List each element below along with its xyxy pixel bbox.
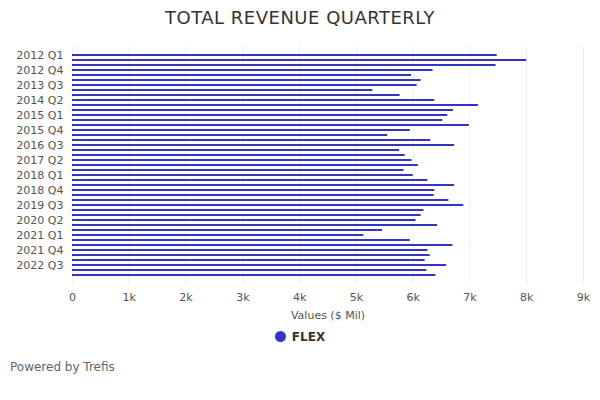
- svg-text:2018 Q1: 2018 Q1: [16, 169, 63, 182]
- svg-text:2022 Q3: 2022 Q3: [16, 259, 63, 272]
- svg-text:2013 Q3: 2013 Q3: [16, 79, 63, 92]
- svg-text:2021 Q4: 2021 Q4: [16, 244, 63, 257]
- html-text:Powered by Trefis: Powered by Trefis: [10, 360, 115, 374]
- html-text:FLEX: FLEX: [291, 330, 326, 344]
- svg-text:2018 Q4: 2018 Q4: [16, 184, 63, 197]
- svg-text:Values ($ Mil): Values ($ Mil): [291, 309, 365, 322]
- svg-text:7k: 7k: [463, 291, 477, 304]
- svg-text:2020 Q2: 2020 Q2: [16, 214, 63, 227]
- svg-text:2015 Q4: 2015 Q4: [16, 124, 63, 137]
- svg-text:2021 Q1: 2021 Q1: [16, 229, 63, 242]
- svg-text:0: 0: [69, 291, 76, 304]
- svg-text:9k: 9k: [577, 291, 591, 304]
- svg-text:2k: 2k: [179, 291, 193, 304]
- svg-text:2012 Q1: 2012 Q1: [16, 49, 63, 62]
- svg-text:2014 Q2: 2014 Q2: [16, 94, 63, 107]
- svg-text:2017 Q2: 2017 Q2: [16, 154, 63, 167]
- svg-text:5k: 5k: [350, 291, 364, 304]
- svg-text:8k: 8k: [520, 291, 534, 304]
- svg-text:3k: 3k: [236, 291, 250, 304]
- svg-text:2012 Q4: 2012 Q4: [16, 64, 63, 77]
- svg-text:2015 Q1: 2015 Q1: [16, 109, 63, 122]
- svg-text:4k: 4k: [293, 291, 307, 304]
- svg-text:2016 Q3: 2016 Q3: [16, 139, 63, 152]
- svg-text:1k: 1k: [123, 291, 137, 304]
- html-text:TOTAL REVENUE QUARTERLY: TOTAL REVENUE QUARTERLY: [165, 7, 435, 28]
- svg-text:6k: 6k: [406, 291, 420, 304]
- svg-text:2019 Q3: 2019 Q3: [16, 199, 63, 212]
